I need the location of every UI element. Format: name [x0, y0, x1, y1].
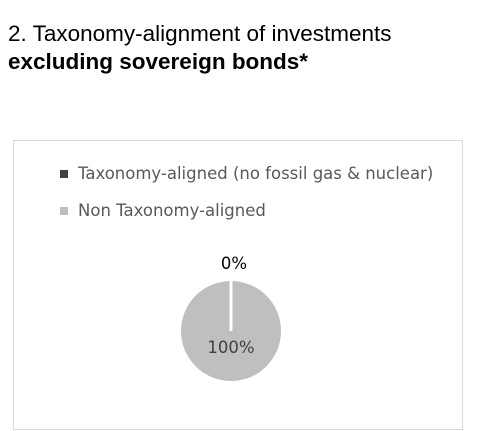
legend-swatch-aligned — [60, 170, 68, 178]
chart-legend: Taxonomy-aligned (no fossil gas & nuclea… — [60, 161, 440, 235]
legend-swatch-non-aligned — [60, 207, 68, 215]
chart-area: Taxonomy-aligned (no fossil gas & nuclea… — [13, 140, 463, 430]
heading-line-1: 2. Taxonomy-alignment of investments — [8, 21, 392, 46]
legend-label-non-aligned: Non Taxonomy-aligned — [78, 201, 266, 220]
legend-label-aligned: Taxonomy-aligned (no fossil gas & nuclea… — [78, 164, 434, 183]
data-label-non-aligned: 100% — [207, 338, 254, 357]
chart-heading: 2. Taxonomy-alignment of investments exc… — [8, 20, 488, 76]
heading-line-2: excluding sovereign bonds* — [8, 49, 309, 74]
data-label-aligned: 0% — [221, 254, 247, 273]
pie-chart: 0% 100% — [181, 254, 281, 381]
legend-item-non-aligned: Non Taxonomy-aligned — [60, 198, 440, 223]
legend-item-aligned: Taxonomy-aligned (no fossil gas & nuclea… — [60, 161, 440, 186]
